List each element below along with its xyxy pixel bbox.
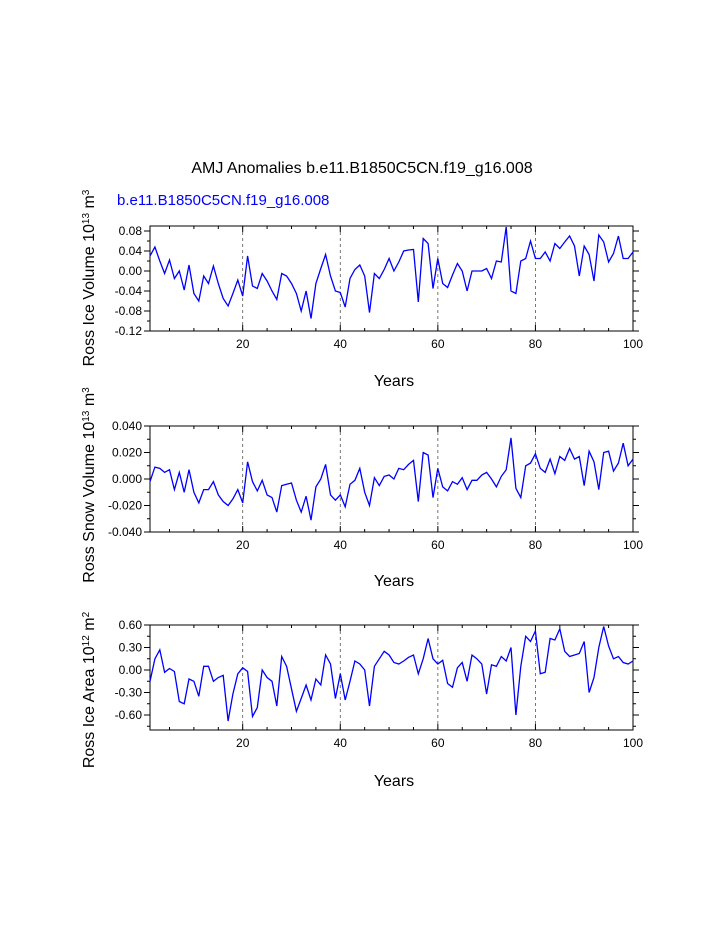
ticks xyxy=(144,425,639,533)
y-axis-label-unit-exp: 3 xyxy=(81,189,92,195)
y-tick-label: 0.60 xyxy=(119,618,143,632)
y-axis-label-unit: m xyxy=(81,393,98,411)
y-tick-label: -0.04 xyxy=(115,284,143,298)
y-tick-label: 0.30 xyxy=(119,641,143,655)
y-tick-label: -0.040 xyxy=(108,525,142,539)
plot-frame xyxy=(149,425,634,533)
y-axis-label-exp: 12 xyxy=(81,635,92,647)
y-tick-label: 0.00 xyxy=(119,264,143,278)
y-axis-label-unit: m xyxy=(81,617,98,635)
plot-frame xyxy=(149,225,634,332)
y-axis-label-main: Ross Ice Volume 10 xyxy=(81,224,98,366)
y-axis-label-unit-exp: 3 xyxy=(81,387,92,393)
y-tick-label: -0.30 xyxy=(115,686,143,700)
y-axis-label-main: Ross Ice Area 10 xyxy=(81,646,98,768)
x-tick-label: 20 xyxy=(236,538,250,552)
panel-ice-volume: 20 40 60 80 100 -0.12 -0.08 -0.04 0.00 0.04 0.08 Y… xyxy=(81,189,644,390)
y-tick-label: 0.04 xyxy=(119,244,143,258)
y-axis-label-exp: 13 xyxy=(81,213,92,225)
y-tick-label: -0.12 xyxy=(115,324,143,338)
x-tick-label: 80 xyxy=(529,337,543,351)
y-tick-label: -0.08 xyxy=(115,304,143,318)
data-line xyxy=(149,626,634,722)
x-tick-label: 20 xyxy=(236,337,250,351)
grid-lines xyxy=(242,625,536,730)
x-tick-label: 100 xyxy=(623,736,643,750)
y-axis-label-unit-exp: 2 xyxy=(81,611,92,617)
y-tick-label: 0.040 xyxy=(112,419,142,433)
x-tick-label: 100 xyxy=(623,337,643,351)
x-tick-label: 40 xyxy=(334,736,348,750)
data-line xyxy=(149,226,634,319)
y-tick-label: 0.020 xyxy=(112,446,142,460)
x-tick-label: 80 xyxy=(529,538,543,552)
plot-frame xyxy=(149,624,634,731)
ticks xyxy=(144,624,639,730)
panel-ice-area: 20 40 60 80 100-0.60-0.300.000.300.60 Years … xyxy=(81,611,644,790)
y-axis-label: Ross Ice Area 1012 m2 xyxy=(81,611,99,768)
figure-title: AMJ Anomalies b.e11.B1850C5CN.f19_g16.00… xyxy=(191,160,532,177)
panel-snow-volume: 20 40 60 80 100 -0.040 -0.020 0.000 0.020 0.040 Y… xyxy=(81,387,644,590)
x-tick-label: 80 xyxy=(529,736,543,750)
x-tick-label: 100 xyxy=(623,538,643,552)
x-axis-label: Years xyxy=(374,573,414,590)
y-axis-label-unit: m xyxy=(81,195,98,213)
y-axis-label: Ross Snow Volume 1013 m3 xyxy=(81,387,99,583)
tick-labels: 20 40 60 80 100 -0.60 -0.30 0.00 0.30 0.60 xyxy=(115,618,644,750)
y-tick-label: -0.60 xyxy=(115,708,143,722)
y-tick-label: 0.000 xyxy=(112,472,142,486)
x-tick-label: 20 xyxy=(236,736,250,750)
x-tick-label: 60 xyxy=(431,736,445,750)
x-axis-label: Years xyxy=(374,373,414,390)
y-tick-label: 0.08 xyxy=(119,224,143,238)
tick-labels: 20 40 60 80 100 -0.040 -0.020 0.000 0.020 0.040 xyxy=(108,419,643,552)
tick-labels: 20 40 60 80 100 -0.12 -0.08 -0.04 0.00 0.04 0.08 xyxy=(115,224,644,351)
x-tick-label: 40 xyxy=(334,337,348,351)
y-axis-label-exp: 13 xyxy=(81,410,92,422)
x-tick-label: 40 xyxy=(334,538,348,552)
y-tick-label: 0.00 xyxy=(119,663,143,677)
y-tick-label: -0.020 xyxy=(108,499,142,513)
x-tick-label: 60 xyxy=(431,337,445,351)
y-axis-label: Ross Ice Volume 1013 m3 xyxy=(81,189,99,366)
x-tick-label: 60 xyxy=(431,538,445,552)
ticks xyxy=(144,226,639,332)
x-axis-label: Years xyxy=(374,773,414,790)
data-line xyxy=(149,437,634,521)
case-label: b.e11.B1850C5CN.f19_g16.008 xyxy=(117,192,329,209)
y-axis-label-main: Ross Snow Volume 10 xyxy=(81,422,98,583)
